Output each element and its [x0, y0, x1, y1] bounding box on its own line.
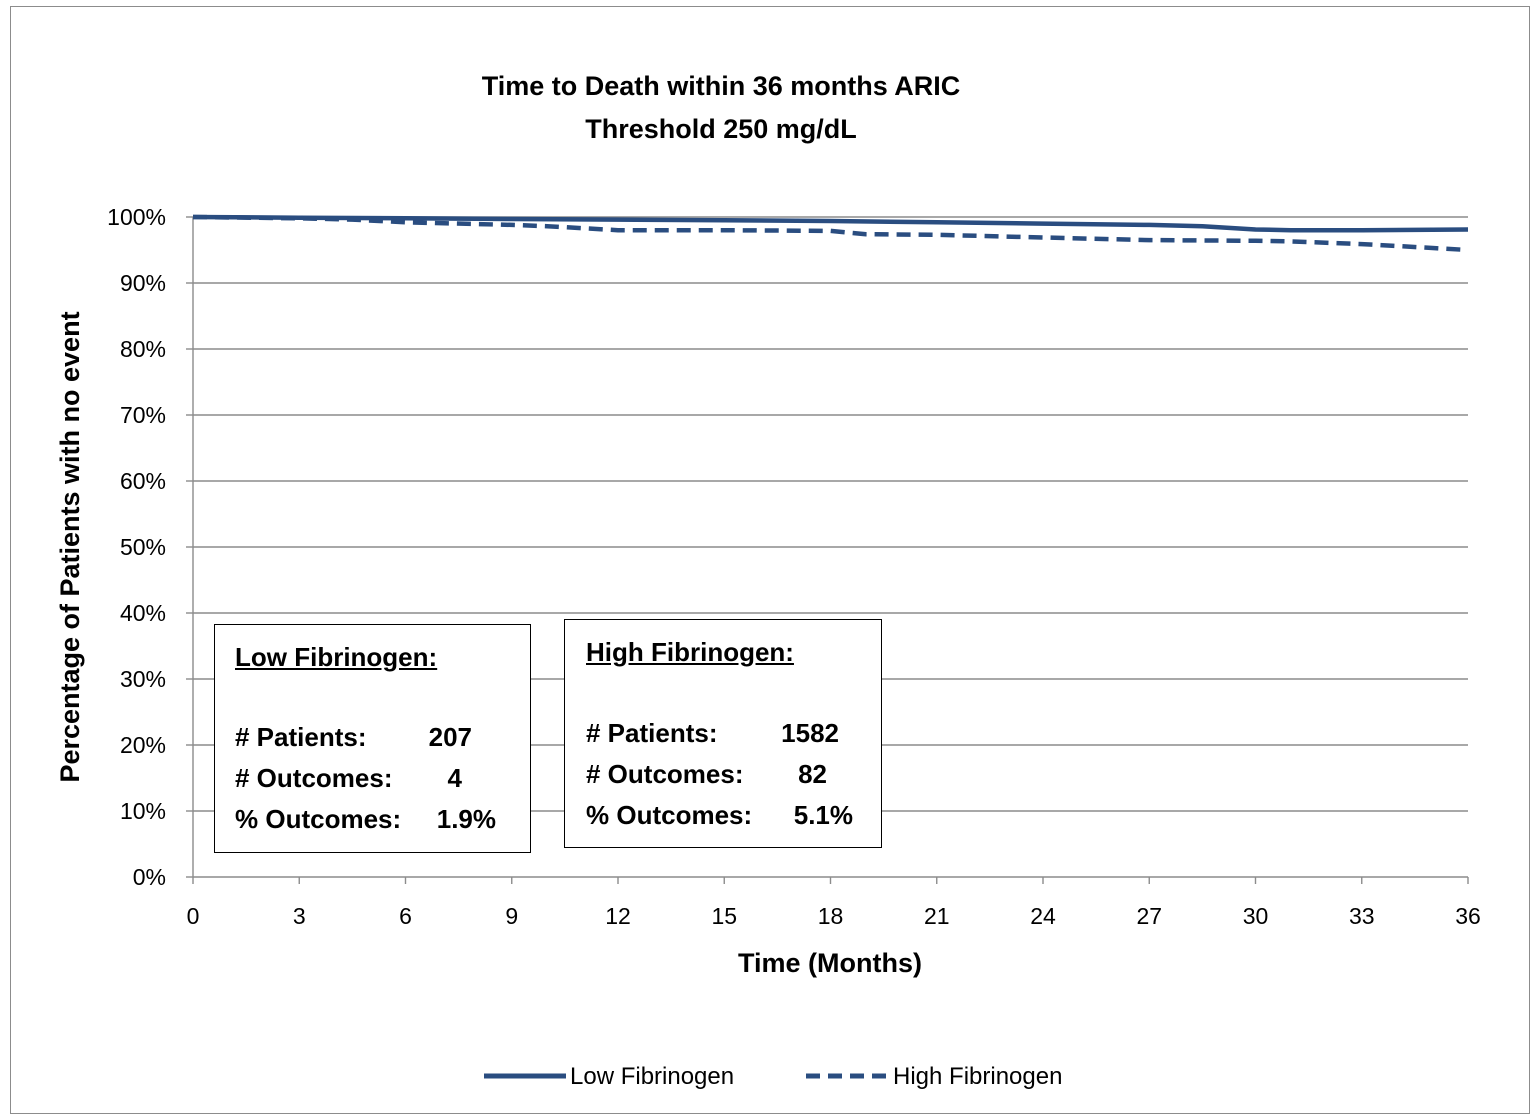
y-tick-label: 60% [120, 468, 166, 494]
y-tick-labels: 0% 10% 20% 30% 40% 50% 60% 70% 80% 90% 100% [107, 204, 166, 890]
low-patients-label: # Patients: [235, 722, 367, 752]
series-lines [192, 214, 1469, 253]
y-axis-label: Percentage of Patients with no event [55, 311, 85, 782]
low-outcomes-value: 4 [447, 763, 462, 793]
x-tick-label: 9 [505, 903, 518, 929]
y-tick-label: 90% [120, 270, 166, 296]
x-tick-label: 15 [711, 903, 737, 929]
legend: Low Fibrinogen High Fibrinogen [484, 1063, 1062, 1090]
series-line-low-fibrinogen [192, 214, 1469, 233]
high-outcomes-value: 82 [798, 759, 827, 789]
low-fibrinogen-heading: Low Fibrinogen: [235, 642, 438, 672]
y-tick-label: 50% [120, 534, 166, 560]
x-tick-labels: 0 3 6 9 12 15 18 21 24 27 30 33 36 [187, 903, 1481, 929]
high-outcomes-label: # Outcomes: [586, 759, 744, 789]
high-pct-outcomes-label: % Outcomes: [586, 800, 753, 830]
x-tick-label: 24 [1030, 903, 1056, 929]
high-fibrinogen-heading: High Fibrinogen: [586, 637, 794, 667]
chart-frame [10, 6, 1530, 1114]
x-tick-label: 18 [818, 903, 844, 929]
y-tick-label: 100% [107, 204, 166, 230]
x-tick-label: 36 [1455, 903, 1481, 929]
x-tick-label: 21 [924, 903, 950, 929]
x-tick-label: 30 [1243, 903, 1269, 929]
x-tick-label: 33 [1349, 903, 1375, 929]
high-patients-label: # Patients: [586, 718, 718, 748]
high-patients-value: 1582 [781, 718, 839, 748]
y-tick-label: 20% [120, 732, 166, 758]
x-tick-label: 6 [399, 903, 412, 929]
x-tick-label: 27 [1136, 903, 1162, 929]
y-tick-label: 70% [120, 402, 166, 428]
chart-title: Time to Death within 36 months ARIC Thre… [482, 71, 961, 144]
chart-title-line-1: Time to Death within 36 months ARIC [482, 71, 961, 101]
legend-label-low-fibrinogen: Low Fibrinogen [570, 1063, 734, 1090]
low-outcomes-label: # Outcomes: [235, 763, 393, 793]
x-tick-label: 3 [293, 903, 306, 929]
low-pct-outcomes-label: % Outcomes: [235, 804, 402, 834]
series-line-high-fibrinogen [192, 214, 1469, 253]
x-tick-label: 12 [605, 903, 631, 929]
x-axis-label: Time (Months) [738, 948, 922, 978]
high-fibrinogen-stats-box: High Fibrinogen: # Patients: 1582 # Outc… [564, 619, 882, 848]
y-tick-label: 10% [120, 798, 166, 824]
y-tick-label: 40% [120, 600, 166, 626]
y-tick-label: 80% [120, 336, 166, 362]
y-tick-label: 30% [120, 666, 166, 692]
high-pct-outcomes-value: 5.1% [793, 800, 853, 830]
chart-title-line-2: Threshold 250 mg/dL [585, 114, 857, 144]
legend-label-high-fibrinogen: High Fibrinogen [893, 1063, 1062, 1090]
y-tick-label: 0% [133, 864, 166, 890]
x-tick-label: 0 [187, 903, 200, 929]
axes [186, 216, 1469, 884]
low-pct-outcomes-value: 1.9% [436, 804, 496, 834]
low-fibrinogen-stats-box: Low Fibrinogen: # Patients: 207 # Outcom… [214, 624, 531, 853]
low-patients-value: 207 [428, 722, 472, 752]
